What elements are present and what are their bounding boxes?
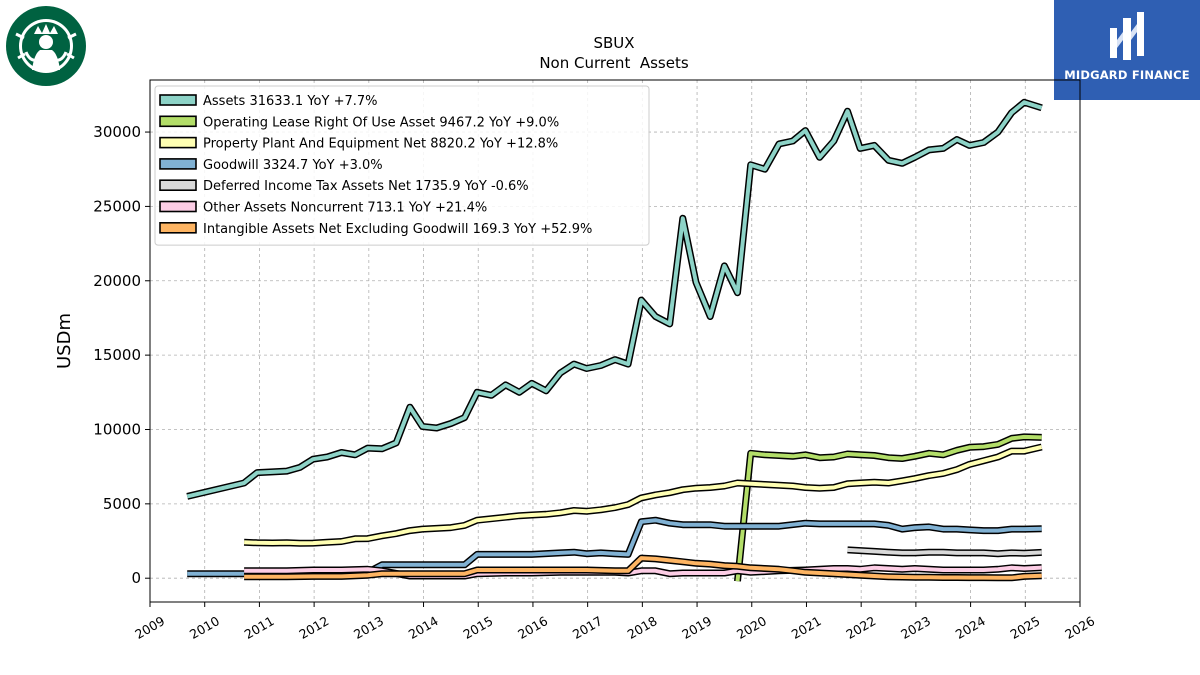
legend-label-goodwill: Goodwill 3324.7 YoY +3.0% bbox=[203, 158, 383, 173]
x-tick-label: 2025 bbox=[1008, 613, 1043, 642]
series-lines bbox=[186, 98, 1043, 582]
y-tick-label: 20000 bbox=[93, 272, 141, 290]
x-tick-label: 2012 bbox=[296, 613, 331, 642]
y-tick-label: 25000 bbox=[93, 197, 141, 215]
x-tick-label: 2009 bbox=[132, 613, 167, 642]
y-tick-label: 30000 bbox=[93, 123, 141, 141]
midgard-brand-text: MIDGARD FINANCE bbox=[1064, 68, 1190, 82]
legend-swatch-deferred-income-tax-assets-net bbox=[159, 179, 197, 191]
legend-swatch-property-plant-and-equipment-net bbox=[159, 136, 197, 149]
y-tick-label: 15000 bbox=[93, 346, 141, 364]
plot-area bbox=[149, 79, 1081, 603]
starbucks-logo bbox=[4, 4, 88, 88]
legend-label-other-assets-noncurrent: Other Assets Noncurrent 713.1 YoY +21.4% bbox=[203, 201, 487, 216]
x-tick-label: 2014 bbox=[406, 613, 441, 642]
y-tick-label: 10000 bbox=[93, 420, 141, 438]
legend-swatch-assets bbox=[159, 94, 197, 106]
x-tick-label: 2011 bbox=[242, 613, 277, 642]
legend-label-property-plant-and-equipment-net: Property Plant And Equipment Net 8820.2 … bbox=[203, 137, 558, 152]
x-tick-label: 2015 bbox=[460, 613, 495, 642]
x-tick-label: 2023 bbox=[898, 613, 933, 642]
siren-logo-icon bbox=[6, 6, 86, 86]
legend-label-operating-lease-right-of-use-asset: Operating Lease Right Of Use Asset 9467.… bbox=[203, 115, 559, 130]
x-tick-label: 2019 bbox=[679, 613, 714, 642]
x-tick-label: 2020 bbox=[734, 613, 769, 642]
series-line-goodwill bbox=[187, 518, 1042, 576]
legend-label-deferred-income-tax-assets-net: Deferred Income Tax Assets Net 1735.9 Yo… bbox=[203, 179, 529, 194]
x-tick-label: 2022 bbox=[843, 613, 878, 642]
x-tick-label: 2010 bbox=[187, 613, 222, 642]
chart-title: SBUX bbox=[593, 34, 634, 52]
x-tick-label: 2017 bbox=[570, 613, 605, 642]
legend: Assets 31633.1 YoY +7.7% Operating Lease … bbox=[154, 85, 650, 246]
legend-swatch-other-assets-noncurrent bbox=[159, 200, 197, 213]
legend-label-assets: Assets 31633.1 YoY +7.7% bbox=[203, 94, 378, 109]
x-tick-label: 2026 bbox=[1062, 613, 1097, 642]
legend-box bbox=[154, 85, 650, 246]
chart-subtitle: Non Current Assets bbox=[539, 54, 689, 72]
series-line-assets bbox=[186, 100, 1043, 499]
series-line-intangible-assets-net-excluding-goodwill bbox=[244, 556, 1042, 580]
y-tick-label: 0 bbox=[131, 569, 141, 587]
midgard-finance-logo: MIDGARD FINANCE bbox=[1054, 0, 1200, 100]
series-line-property-plant-and-equipment-net bbox=[244, 445, 1043, 546]
legend-swatch-goodwill bbox=[159, 158, 197, 170]
series-line-deferred-income-tax-assets-net bbox=[847, 547, 1042, 556]
midgard-mark-icon bbox=[1110, 12, 1144, 60]
legend-swatch-intangible-assets-net-excluding-goodwill bbox=[159, 222, 197, 234]
y-tick-label: 5000 bbox=[103, 495, 141, 513]
legend-swatch-operating-lease-right-of-use-asset bbox=[159, 115, 197, 128]
x-tick-label: 2018 bbox=[625, 613, 660, 642]
x-tick-label: 2016 bbox=[515, 613, 550, 642]
series-line-operating-lease-right-of-use-asset bbox=[735, 434, 1042, 582]
x-tick-label: 2013 bbox=[351, 613, 386, 642]
x-tick-label: 2024 bbox=[953, 613, 988, 642]
x-tick-label: 2021 bbox=[789, 613, 824, 642]
legend-label-intangible-assets-net-excluding-goodwill: Intangible Assets Net Excluding Goodwill… bbox=[203, 222, 592, 237]
y-axis-label: USDm bbox=[54, 313, 75, 369]
